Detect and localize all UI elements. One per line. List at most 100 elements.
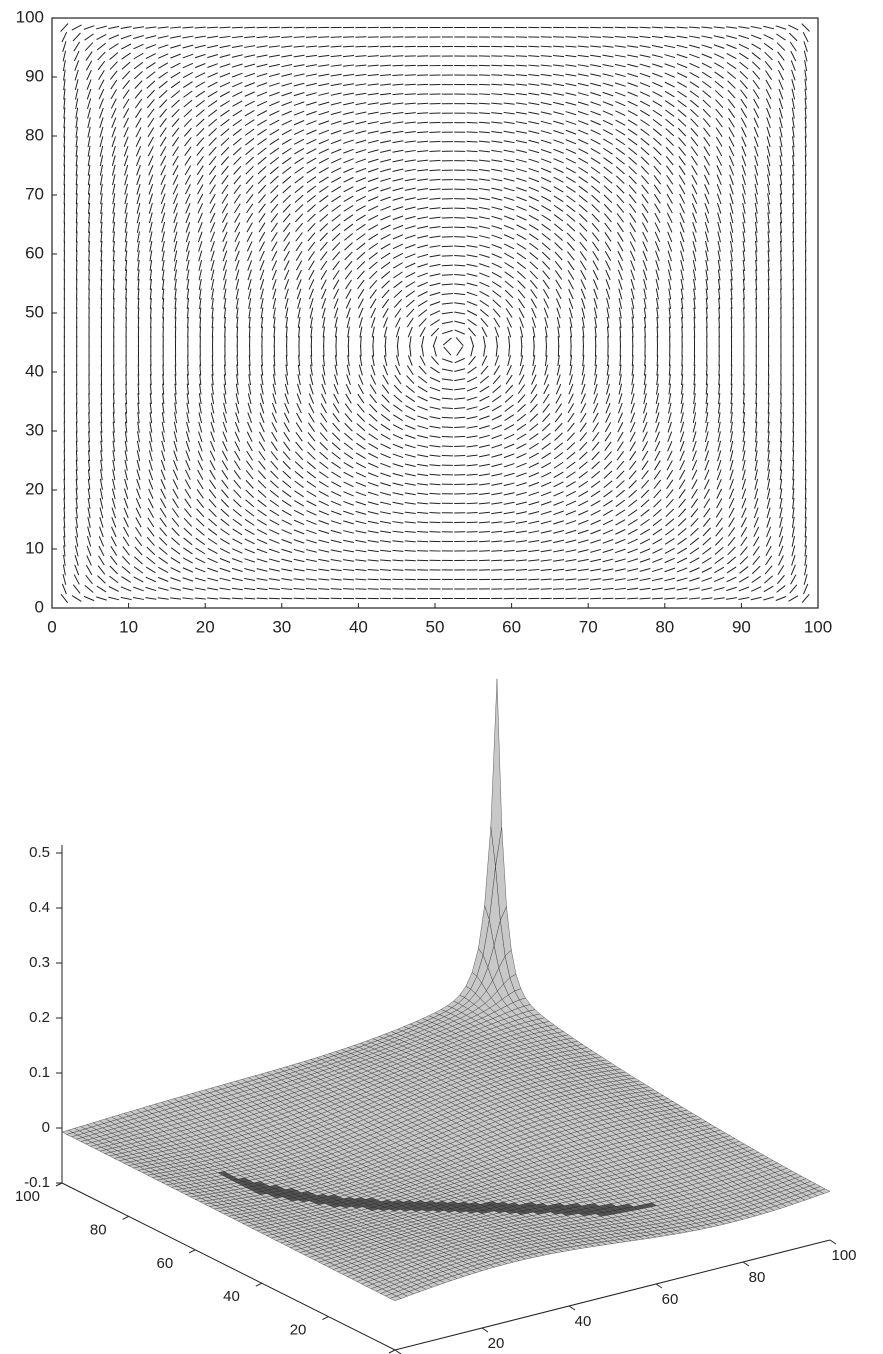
vector-arrow: [656, 393, 658, 404]
vector-arrow: [220, 101, 229, 107]
vector-arrow: [604, 481, 612, 488]
vector-arrow: [657, 355, 658, 366]
vector-arrow: [529, 502, 540, 505]
vector-arrow: [244, 578, 255, 580]
vector-arrow: [667, 203, 672, 213]
vector-arrow: [133, 44, 143, 48]
vector-arrow: [232, 82, 242, 86]
vector-arrow: [467, 189, 478, 190]
vector-arrow: [174, 222, 177, 233]
vector-arrow: [767, 155, 770, 166]
vector-arrow: [693, 431, 696, 442]
vector-arrow: [704, 479, 709, 489]
vector-arrow: [331, 177, 341, 182]
vector-arrow: [344, 224, 353, 231]
vector-arrow: [779, 546, 783, 556]
vector-arrow: [417, 132, 428, 133]
vector-arrow: [159, 90, 167, 97]
vector-arrow: [516, 483, 526, 486]
vector-arrow: [504, 502, 515, 504]
x-tick-label: 90: [732, 617, 751, 636]
vector-arrow: [64, 127, 65, 138]
vector-arrow: [595, 317, 597, 328]
vector-arrow: [269, 92, 279, 96]
vector-arrow: [516, 216, 526, 221]
vector-arrow: [706, 374, 707, 385]
vector-arrow: [405, 94, 416, 95]
vector-arrow: [805, 526, 806, 537]
vector-arrow: [380, 103, 391, 105]
vector-arrow: [768, 203, 770, 214]
vector-arrow: [184, 128, 191, 136]
vector-arrow: [802, 594, 809, 602]
vector-arrow: [479, 132, 490, 133]
vector-arrow: [492, 425, 502, 429]
vector-arrow: [742, 165, 745, 175]
vector-arrow: [430, 264, 441, 266]
vector-arrow: [197, 166, 203, 175]
vector-arrow: [173, 479, 178, 489]
vector-arrow: [480, 309, 488, 316]
vector-arrow: [616, 129, 625, 135]
vector-arrow: [454, 427, 465, 428]
vector-arrow: [97, 576, 105, 584]
vector-arrow: [640, 578, 651, 580]
vector-arrow: [656, 298, 658, 309]
vector-arrow: [417, 179, 428, 180]
vector-arrow: [630, 441, 636, 450]
vector-arrow: [99, 80, 104, 90]
vector-arrow: [615, 74, 626, 77]
vector-arrow: [318, 37, 329, 38]
vector-arrow: [309, 413, 315, 422]
vector-arrow: [642, 185, 649, 194]
vector-arrow: [272, 251, 277, 261]
vector-arrow: [743, 241, 745, 252]
vector-arrow: [780, 222, 781, 233]
vector-arrow: [285, 403, 289, 413]
vector-arrow: [184, 109, 192, 117]
vector-arrow: [504, 263, 513, 269]
vector-arrow: [691, 509, 698, 518]
vector-arrow: [122, 53, 131, 59]
vector-arrow: [804, 574, 807, 585]
vector-arrow: [530, 424, 539, 431]
vector-arrow: [741, 90, 748, 99]
vector-arrow: [493, 309, 500, 317]
vector-arrow: [541, 579, 552, 580]
vector-arrow: [668, 270, 671, 281]
vector-arrow: [123, 527, 128, 537]
vector-arrow: [162, 241, 164, 252]
vector-arrow: [75, 555, 78, 566]
vector-arrow: [182, 36, 193, 38]
vector-arrow: [76, 98, 78, 109]
vector-arrow: [356, 140, 367, 143]
vector-arrow: [126, 393, 127, 404]
vector-arrow: [677, 568, 687, 572]
vector-arrow: [212, 393, 214, 404]
vector-arrow: [331, 472, 340, 478]
vector-arrow: [148, 508, 153, 518]
vector-arrow: [257, 55, 268, 57]
vector-arrow: [618, 270, 622, 280]
vector-arrow: [380, 521, 391, 523]
vector-arrow: [269, 539, 279, 543]
vector-arrow: [184, 509, 191, 518]
vector-arrow: [442, 408, 453, 409]
vector-arrow: [793, 431, 794, 442]
vector-arrow: [221, 157, 228, 165]
vector-arrow: [681, 422, 684, 433]
vector-arrow: [803, 32, 808, 42]
vector-arrow: [603, 55, 614, 57]
vector-arrow: [149, 203, 152, 214]
vector-arrow: [553, 93, 564, 95]
vector-arrow: [126, 298, 127, 309]
vector-arrow: [197, 147, 204, 156]
vector-arrow: [603, 549, 614, 552]
vector-arrow: [430, 513, 441, 514]
vector-arrow: [679, 175, 685, 184]
vector-arrow: [76, 184, 77, 195]
vector-arrow: [88, 460, 89, 471]
vector-arrow: [259, 204, 266, 213]
vector-arrow: [196, 100, 205, 107]
vector-arrow: [286, 365, 288, 376]
